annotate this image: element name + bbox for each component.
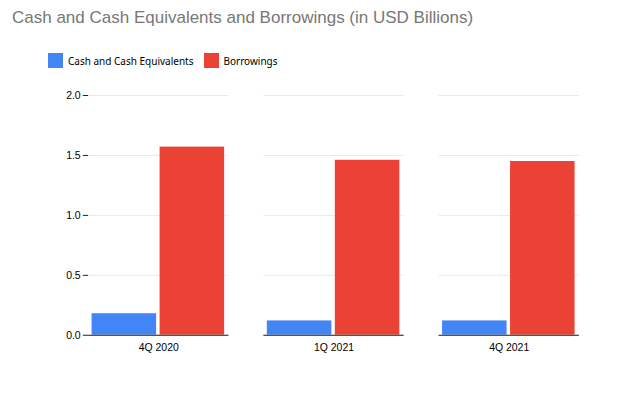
svg-text:1.0: 1.0	[66, 210, 81, 221]
svg-text:1Q 2021: 1Q 2021	[314, 342, 354, 353]
svg-text:4Q 2020: 4Q 2020	[139, 342, 179, 353]
svg-text:1.5: 1.5	[66, 150, 81, 161]
svg-text:4Q 2021: 4Q 2021	[489, 342, 529, 353]
svg-text:0.5: 0.5	[66, 270, 81, 281]
html-text:Borrowings: Borrowings	[223, 53, 278, 68]
html-text:Cash and Cash Equivalents: Cash and Cash Equivalents	[68, 53, 194, 68]
svg-text:0.0: 0.0	[66, 330, 81, 341]
svg-text:2.0: 2.0	[66, 90, 81, 101]
html-text:Cash and Cash Equivalents and: Cash and Cash Equivalents and Borrowings…	[12, 8, 474, 27]
